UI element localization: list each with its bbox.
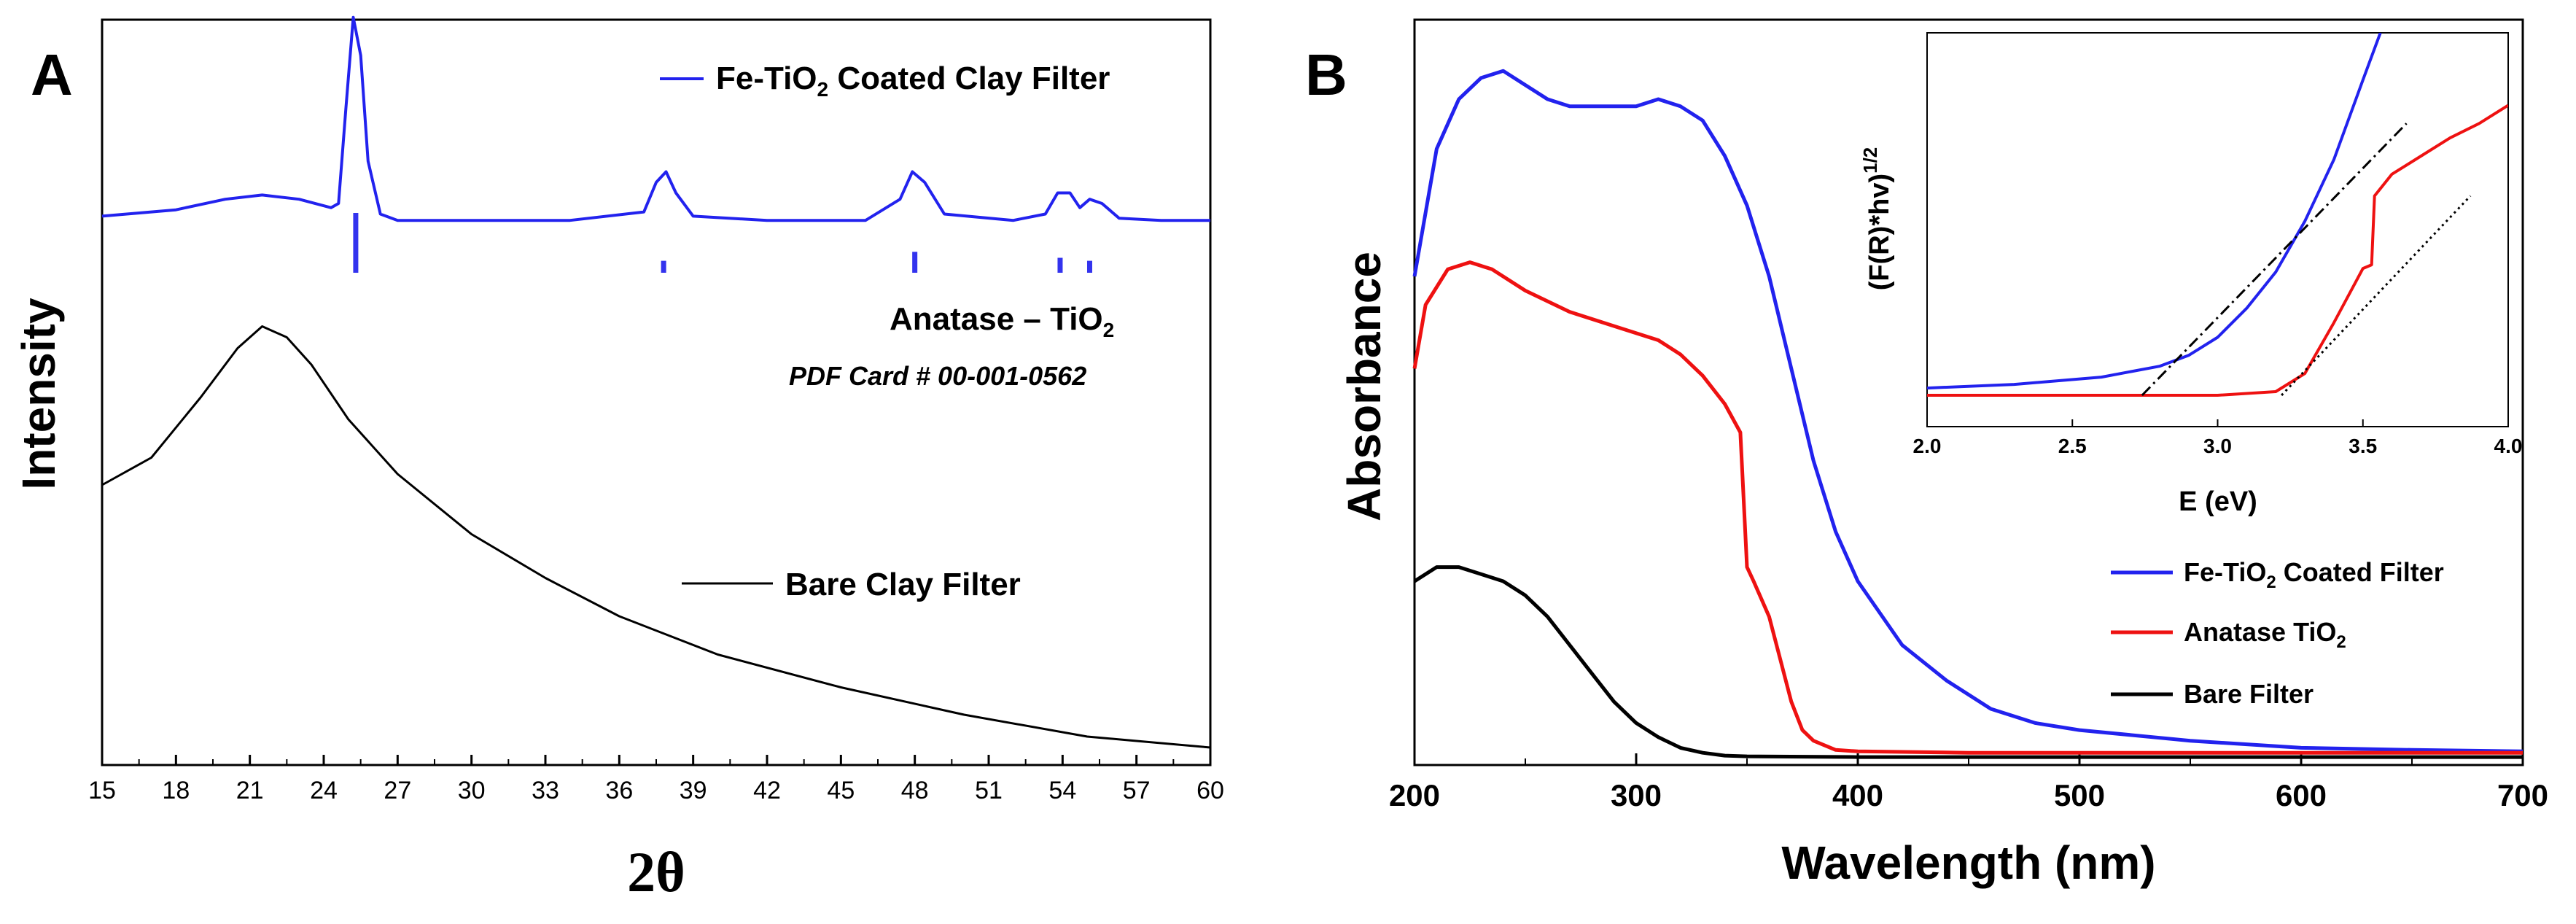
inset-x-tick-label: 3.5: [2349, 435, 2377, 457]
inset-x-tick-label: 2.0: [1913, 435, 1942, 457]
panel-b-x-tick-label: 400: [1832, 778, 1883, 812]
panel-b-x-ticks: 200 300 400 500 600 700: [1389, 753, 2548, 812]
inset-x-tick-label: 2.5: [2058, 435, 2087, 457]
inset-series-line: [1927, 33, 2382, 390]
panel-a-x-tick-label: 60: [1196, 777, 1224, 804]
panel-b-x-tick-label: 300: [1611, 778, 1662, 812]
inset-plot-frame: [1926, 32, 2509, 427]
inset-x-axis-title: E (eV): [2179, 486, 2257, 517]
panel-b-series-line: [1412, 260, 2523, 755]
panel-a-x-tick-label: 15: [88, 777, 116, 804]
anatase-reference-stick: [353, 213, 359, 273]
panel-a-x-tick-label: 42: [753, 777, 781, 804]
panel-b: B 200 300 400 500 600 700 Wavelength (nm) Abs…: [1305, 18, 2548, 889]
panel-a-x-tick-label: 21: [236, 777, 264, 804]
panel-a-x-tick-label: 45: [827, 777, 855, 804]
panel-a-plot-frame: [101, 18, 1212, 766]
panel-a-x-axis-title: 2θ: [627, 840, 685, 904]
inset-x-tick-label: 3.0: [2203, 435, 2232, 457]
panel-a-letter: A: [31, 42, 73, 107]
panel-a-y-axis-title: Intensity: [12, 298, 65, 490]
panel-a-x-tick-label: 51: [975, 777, 1003, 804]
legend-a-fe-tio2-label: Fe-TiO2 Coated Clay Filter: [716, 61, 1110, 101]
panel-a-x-tick-label: 54: [1048, 777, 1076, 804]
panel-b-x-axis-title: Wavelength (nm): [1781, 836, 2155, 889]
anatase-reference-label: Anatase – TiO2: [890, 301, 1114, 341]
panel-b-x-tick-label: 200: [1389, 778, 1440, 812]
legend-a-bare-label: Bare Clay Filter: [785, 567, 1021, 602]
legend-b-fe-tio2-label: Fe-TiO2 Coated Filter: [2184, 557, 2444, 592]
panel-a-x-tick-label: 36: [605, 777, 633, 804]
pdf-card-label: PDF Card # 00-001-0562: [789, 361, 1086, 391]
legend-b-anatase-label: Anatase TiO2: [2184, 617, 2346, 652]
panel-a-x-tick-label: 30: [458, 777, 486, 804]
panel-b-x-tick-label: 500: [2054, 778, 2105, 812]
anatase-reference-stick: [661, 260, 666, 273]
panel-a-x-ticks: 15 18 21 24 27 30 33 36 39 42 45 48 51 54 57 60: [88, 755, 1224, 804]
inset-x-tick-label: 4.0: [2494, 435, 2523, 457]
panel-a-series-group: [101, 15, 1211, 749]
panel-b-x-tick-label: 700: [2497, 778, 2548, 812]
panel-b-series-group: [1412, 69, 2524, 759]
panel-a-series-line: [101, 325, 1211, 749]
inset-tauc-plot: 2.0 2.5 3.0 3.5 4.0 E (eV) (F(R)*hv)1/2: [1859, 32, 2523, 517]
panel-b-y-axis-title: Absorbance: [1338, 252, 1390, 521]
panel-a-x-tick-label: 39: [680, 777, 707, 804]
panel-a-x-tick-label: 18: [162, 777, 190, 804]
anatase-reference-stick: [1086, 260, 1092, 273]
inset-y-axis-title: (F(R)*hv)1/2: [1859, 147, 1895, 291]
panel-b-letter: B: [1305, 42, 1347, 107]
panel-a-series-line: [101, 15, 1210, 222]
panel-a-x-tick-label: 33: [532, 777, 559, 804]
panel-a-x-tick-label: 24: [310, 777, 338, 804]
anatase-reference-stick: [1057, 257, 1063, 273]
panel-b-series-line: [1413, 565, 2523, 759]
panel-a-x-tick-label: 27: [384, 777, 411, 804]
anatase-reference-stick: [912, 252, 918, 273]
inset-x-ticks: 2.0 2.5 3.0 3.5 4.0: [1913, 419, 2523, 457]
panel-a-x-tick-label: 57: [1123, 777, 1151, 804]
inset-tangent-line: [2281, 195, 2472, 397]
inset-series-group: [1927, 33, 2508, 397]
panel-a-x-tick-label: 48: [901, 777, 929, 804]
panel-a: A 15 18 21 24 27 30 33 36 39 42 45 48 51 54 57 60 2θ In…: [12, 15, 1224, 904]
legend-b-bare-label: Bare Filter: [2184, 679, 2314, 709]
panel-b-x-tick-label: 600: [2276, 778, 2327, 812]
inset-tangent-line: [2141, 123, 2408, 397]
panel-b-series-line: [1412, 69, 2524, 753]
panel-a-reference-lines: [353, 213, 1092, 273]
inset-series-line: [1927, 104, 2508, 397]
